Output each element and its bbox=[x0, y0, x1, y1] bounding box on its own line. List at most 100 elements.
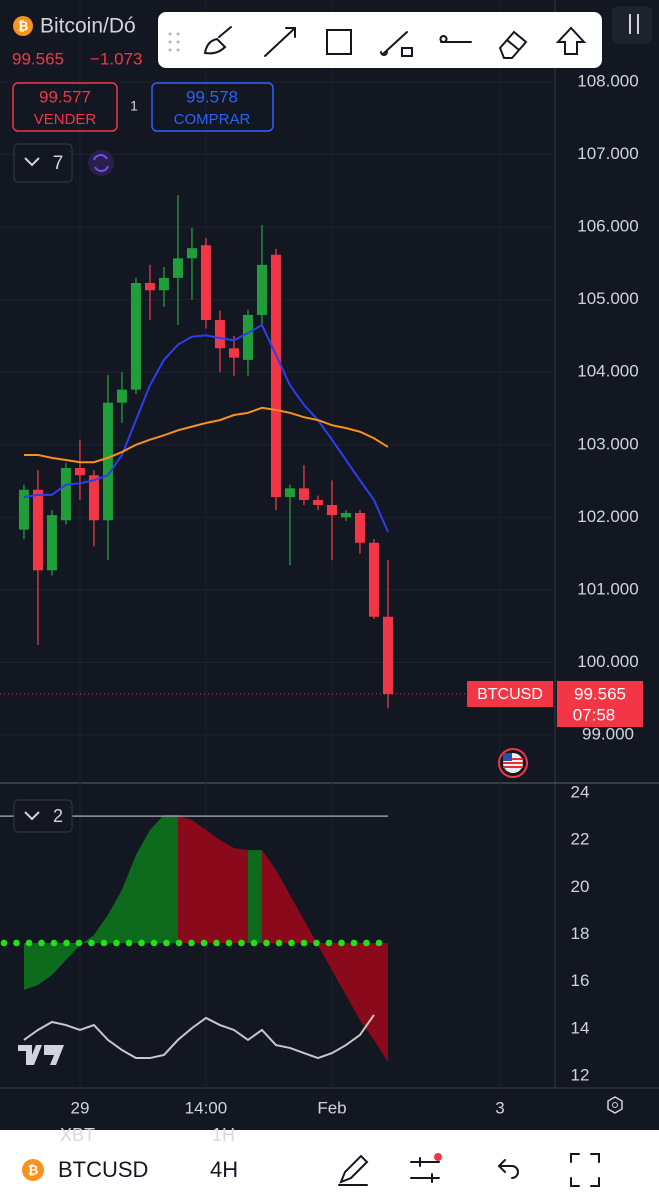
area-segment bbox=[51, 942, 66, 976]
y-tick-label: 104.000 bbox=[577, 362, 638, 381]
area-segment bbox=[107, 889, 122, 943]
dot bbox=[188, 939, 195, 947]
dot bbox=[275, 939, 283, 947]
bottom-interval[interactable]: 4H bbox=[210, 1157, 238, 1182]
area-segment bbox=[177, 814, 192, 943]
path-tool[interactable] bbox=[380, 31, 413, 57]
undo-button[interactable] bbox=[497, 1159, 519, 1179]
candle-body bbox=[32, 489, 43, 571]
moving-average bbox=[23, 323, 389, 533]
y-tick-label: 105.000 bbox=[577, 289, 638, 308]
indicators-button[interactable] bbox=[410, 1157, 440, 1183]
dot bbox=[200, 939, 208, 947]
rectangle-tool[interactable] bbox=[326, 29, 352, 55]
x-tick-label: 14:00 bbox=[185, 1098, 228, 1117]
sync-button[interactable] bbox=[88, 150, 114, 176]
candle-body bbox=[298, 488, 309, 500]
candle-body bbox=[382, 616, 393, 695]
area-segment bbox=[93, 914, 108, 943]
dot bbox=[375, 939, 383, 947]
y-tick-label: 24 bbox=[571, 783, 590, 802]
y-tick-label: 12 bbox=[571, 1065, 590, 1084]
area-segment bbox=[317, 942, 332, 971]
candle-body bbox=[228, 348, 239, 358]
arrow-tool[interactable] bbox=[264, 27, 296, 57]
area-segment bbox=[37, 942, 52, 985]
area-segment bbox=[247, 850, 262, 943]
dot bbox=[250, 939, 258, 947]
candle-body bbox=[270, 254, 281, 498]
area-segment bbox=[275, 869, 290, 943]
candle-body bbox=[284, 488, 295, 498]
horizontal-line-tool[interactable] bbox=[439, 35, 472, 43]
candle-body bbox=[88, 475, 99, 521]
dot bbox=[125, 939, 133, 947]
dot bbox=[63, 939, 70, 947]
area-segment bbox=[163, 814, 178, 943]
hide-tool[interactable] bbox=[555, 26, 587, 55]
x-tick-label: 3 bbox=[495, 1098, 504, 1117]
buy-label: COMPRAR bbox=[174, 111, 251, 128]
candle-body bbox=[368, 542, 379, 617]
symbol-badge-label: BTCUSD bbox=[477, 686, 543, 703]
x-tick-label: Feb bbox=[317, 1098, 346, 1117]
candle-body bbox=[172, 258, 183, 278]
candle-body bbox=[186, 248, 197, 259]
candle-body bbox=[18, 489, 29, 530]
countdown: 07:58 bbox=[573, 706, 616, 725]
brush-tool[interactable] bbox=[203, 26, 232, 55]
indicators-toggle[interactable] bbox=[13, 143, 73, 183]
area-segment bbox=[373, 942, 388, 1063]
candle-body bbox=[46, 515, 57, 571]
y-tick-label: 20 bbox=[571, 877, 590, 896]
buy-button[interactable] bbox=[151, 82, 274, 132]
dot bbox=[100, 939, 108, 947]
bottom-bar bbox=[0, 1130, 659, 1200]
dot bbox=[50, 939, 58, 947]
dot bbox=[175, 939, 183, 947]
chevron bbox=[24, 811, 40, 821]
draw-button[interactable] bbox=[338, 1154, 369, 1186]
y-tick-label: 18 bbox=[571, 924, 590, 943]
indicator-toggle[interactable] bbox=[13, 799, 73, 833]
sell-button[interactable] bbox=[12, 82, 118, 132]
dot bbox=[0, 939, 8, 947]
sync-icon bbox=[93, 154, 109, 172]
area-segment bbox=[149, 814, 164, 943]
y-tick-label: 99.000 bbox=[582, 724, 634, 743]
area-segment bbox=[345, 942, 360, 1021]
prev-interval: 1H bbox=[212, 1125, 235, 1145]
candle-body bbox=[340, 512, 351, 518]
flag-canton bbox=[503, 753, 512, 761]
dot bbox=[88, 939, 95, 947]
area-segment bbox=[121, 855, 136, 943]
main-pane: 108.000 107.000 106.000 105.000 104.000 103.0… bbox=[0, 0, 643, 1117]
sell-price: 99.577 bbox=[39, 87, 91, 106]
oscillator-line bbox=[23, 1014, 375, 1060]
settings-button[interactable] bbox=[607, 1096, 623, 1114]
dot bbox=[313, 939, 320, 947]
price-badge bbox=[557, 681, 643, 728]
price: 99.565 bbox=[12, 49, 64, 68]
prev-symbol: XBT bbox=[60, 1125, 95, 1145]
btc-icon bbox=[22, 1159, 44, 1181]
event-marker[interactable] bbox=[498, 748, 528, 778]
settings-dot bbox=[612, 1102, 618, 1108]
y-tick-label: 103.000 bbox=[577, 434, 638, 453]
candle-body bbox=[256, 264, 267, 315]
bottom-symbol[interactable]: BTCUSD bbox=[58, 1157, 148, 1182]
layout-button[interactable] bbox=[612, 6, 652, 44]
dot bbox=[300, 939, 308, 947]
y-tick-label: 14 bbox=[571, 1018, 590, 1037]
fullscreen-button[interactable] bbox=[570, 1153, 600, 1187]
candle-body bbox=[60, 468, 71, 521]
eraser-tool[interactable] bbox=[498, 30, 528, 59]
dot bbox=[288, 939, 295, 947]
dot bbox=[263, 939, 270, 947]
moving-average bbox=[23, 406, 389, 464]
candle-body bbox=[102, 402, 113, 521]
dot bbox=[13, 939, 20, 947]
dot bbox=[75, 939, 83, 947]
y-tick-label: 16 bbox=[571, 971, 590, 990]
